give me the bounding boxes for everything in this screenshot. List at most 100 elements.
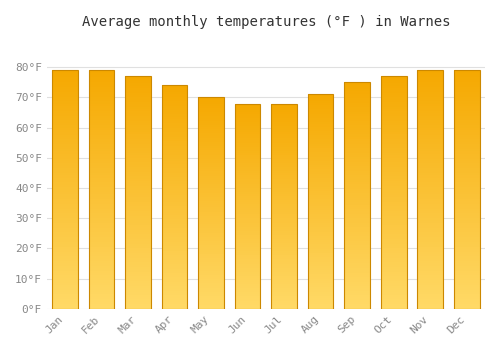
Bar [308,212,334,215]
Bar [308,94,334,309]
Bar [418,75,443,77]
Bar [381,230,406,232]
Bar [272,280,297,282]
Bar [344,112,370,114]
Bar [344,193,370,196]
Bar [235,163,260,165]
Bar [454,252,479,254]
Bar [381,139,406,141]
Bar [198,247,224,250]
Bar [235,270,260,272]
Bar [126,306,151,309]
Bar [198,271,224,273]
Bar [344,286,370,288]
Bar [126,86,151,88]
Bar [381,199,406,202]
Bar [52,235,78,237]
Bar [308,137,334,139]
Bar [198,157,224,159]
Bar [381,86,406,88]
Bar [418,275,443,278]
Bar [418,216,443,218]
Bar [418,130,443,132]
Bar [235,175,260,177]
Bar [126,300,151,302]
Bar [198,277,224,279]
Bar [235,204,260,206]
Bar [344,116,370,119]
Bar [126,239,151,241]
Bar [272,175,297,177]
Bar [308,187,334,189]
Bar [454,266,479,268]
Bar [235,149,260,151]
Bar [381,100,406,102]
Bar [308,154,334,156]
Bar [308,268,334,270]
Bar [272,190,297,192]
Bar [162,175,188,177]
Bar [308,150,334,152]
Bar [418,228,443,230]
Bar [198,152,224,154]
Bar [198,229,224,231]
Bar [126,97,151,100]
Bar [454,280,479,282]
Bar [52,149,78,152]
Bar [162,155,188,157]
Bar [454,97,479,99]
Bar [126,274,151,276]
Bar [308,240,334,242]
Bar [52,249,78,252]
Bar [344,134,370,137]
Bar [418,280,443,282]
Bar [162,184,188,186]
Bar [381,116,406,118]
Bar [198,241,224,243]
Bar [52,123,78,125]
Bar [198,121,224,123]
Bar [381,206,406,209]
Bar [344,171,370,173]
Bar [235,223,260,225]
Bar [308,307,334,309]
Bar [89,82,114,85]
Bar [344,288,370,290]
Bar [272,216,297,218]
Bar [418,185,443,187]
Bar [52,125,78,127]
Bar [272,274,297,276]
Bar [344,282,370,284]
Bar [381,283,406,286]
Bar [381,218,406,220]
Bar [381,164,406,167]
Bar [454,170,479,173]
Bar [272,130,297,132]
Bar [162,101,188,103]
Bar [381,102,406,104]
Bar [235,140,260,142]
Bar [235,259,260,261]
Bar [52,116,78,118]
Bar [381,190,406,192]
Bar [454,278,479,280]
Bar [162,186,188,188]
Bar [198,298,224,300]
Bar [344,114,370,116]
Bar [272,231,297,233]
Bar [272,104,297,309]
Bar [308,99,334,101]
Bar [52,161,78,163]
Bar [126,197,151,199]
Bar [308,167,334,169]
Bar [381,248,406,251]
Bar [52,214,78,216]
Bar [235,280,260,282]
Bar [89,147,114,149]
Bar [272,229,297,231]
Bar [454,249,479,252]
Bar [454,306,479,309]
Bar [308,127,334,129]
Bar [454,120,479,123]
Bar [198,224,224,226]
